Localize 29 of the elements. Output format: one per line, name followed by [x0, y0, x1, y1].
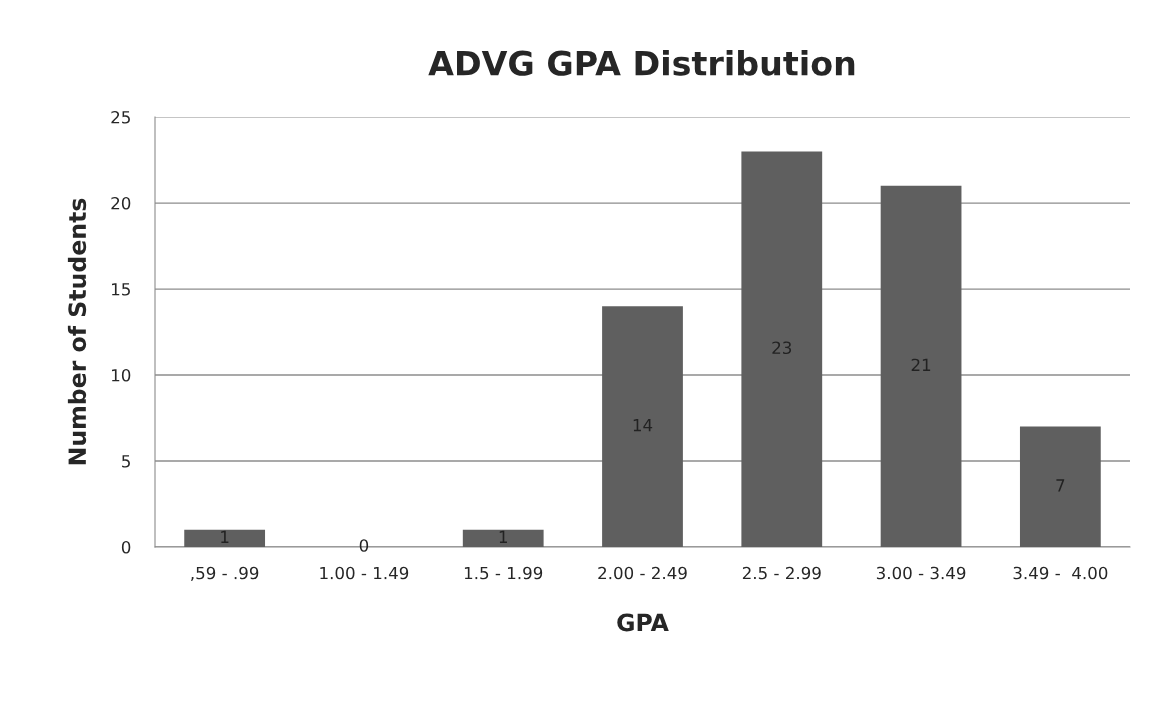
data-label: 23	[772, 341, 792, 355]
data-label: 1	[221, 530, 229, 543]
y-tick-label: 25	[111, 110, 130, 124]
bar	[1019, 426, 1101, 547]
bar	[880, 185, 962, 547]
x-tick-label: 3.00 - 3.49	[876, 566, 966, 580]
y-axis-title: Number of Students	[67, 198, 87, 465]
y-tick-label: 10	[112, 368, 131, 382]
x-tick-label: 1.00 - 1.49	[320, 566, 409, 580]
x-tick-label: 1.5 - 1.99	[464, 566, 543, 580]
bar	[741, 151, 823, 547]
data-label: 0	[359, 539, 369, 552]
data-label: 21	[911, 358, 931, 371]
y-tick-label: 5	[122, 455, 130, 468]
data-label: 1	[499, 530, 507, 543]
y-tick-label: 20	[111, 196, 131, 210]
y-tick-label: 15	[112, 283, 130, 296]
x-tick-label: ,59 - .99	[191, 566, 259, 582]
chart-title: ADVG GPA Distribution	[428, 50, 855, 76]
y-tick-label: 0	[121, 540, 131, 554]
x-axis-title: GPA	[617, 613, 669, 632]
x-tick-label: 3.49 - 4.00	[1013, 566, 1108, 580]
x-tick-label: 2.00 - 2.49	[598, 566, 687, 580]
bar	[184, 529, 266, 547]
x-tick-label: 2.5 - 2.99	[742, 566, 821, 580]
data-label: 7	[1056, 479, 1065, 492]
bar	[462, 529, 544, 547]
bar	[602, 306, 683, 547]
data-label: 14	[633, 419, 653, 432]
